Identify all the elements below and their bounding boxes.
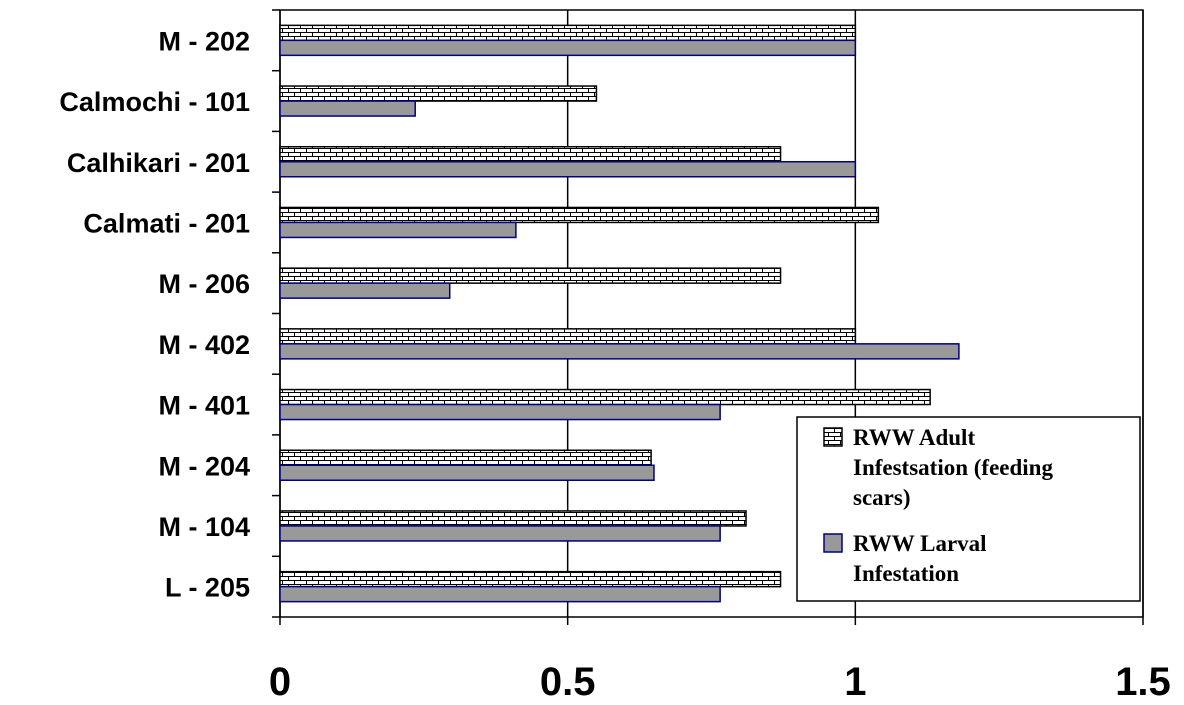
bar-adult-infestation	[279, 570, 782, 588]
bar-adult-infestation	[279, 510, 747, 527]
category-label: M - 402	[158, 330, 250, 360]
category-label: M - 104	[158, 512, 250, 542]
bar-larval-infestation	[279, 161, 857, 178]
bar-larval-infestation	[279, 403, 721, 421]
bar-larval-infestation	[279, 39, 857, 57]
category-label: Calmati - 201	[83, 208, 250, 238]
x-tick-label: 1.5	[1115, 660, 1171, 704]
category-label: Calhikari - 201	[67, 148, 250, 178]
x-tick-label: 0	[269, 660, 291, 704]
legend-swatch-larval	[823, 533, 843, 553]
legend-label-larval: RWW Larval Infestation	[853, 531, 987, 586]
bars	[279, 24, 960, 603]
bar-adult-infestation	[279, 206, 880, 224]
bar-adult-infestation	[279, 328, 857, 345]
x-tick-label: 1	[844, 660, 866, 704]
legend-label-adult: RWW Adult Infestsation (feeding scars)	[853, 425, 1053, 510]
bar-larval-infestation	[279, 282, 451, 299]
bar-adult-infestation	[279, 267, 782, 284]
category-label: M - 401	[158, 391, 250, 421]
category-label: M - 202	[158, 26, 250, 56]
y-axis-ticks	[272, 9, 280, 618]
legend: RWW Adult Infestsation (feeding scars) RWW…	[796, 416, 1141, 602]
category-label: L - 205	[165, 573, 250, 603]
x-tick-label: 0.5	[540, 660, 596, 704]
bar-larval-infestation	[279, 525, 721, 542]
category-label: M - 206	[158, 269, 250, 299]
x-tick-labels: 0 0.5 1 1.5	[269, 660, 1171, 704]
category-label: M - 204	[158, 451, 250, 481]
bar-larval-infestation	[279, 221, 517, 239]
bar-adult-infestation	[279, 85, 598, 102]
bar-larval-infestation	[279, 585, 721, 603]
bar-adult-infestation	[279, 146, 782, 163]
bar-larval-infestation	[279, 343, 960, 360]
category-label: Calmochi - 101	[59, 87, 250, 117]
legend-box	[796, 416, 1141, 602]
category-labels: M - 202 Calmochi - 101 Calhikari - 201 Calm…	[59, 26, 250, 602]
bar-larval-infestation	[279, 100, 416, 117]
bar-adult-infestation	[279, 24, 857, 42]
bar-adult-infestation	[279, 388, 931, 406]
bar-adult-infestation	[279, 449, 652, 466]
bar-larval-infestation	[279, 464, 655, 481]
legend-swatch-adult	[823, 427, 843, 447]
